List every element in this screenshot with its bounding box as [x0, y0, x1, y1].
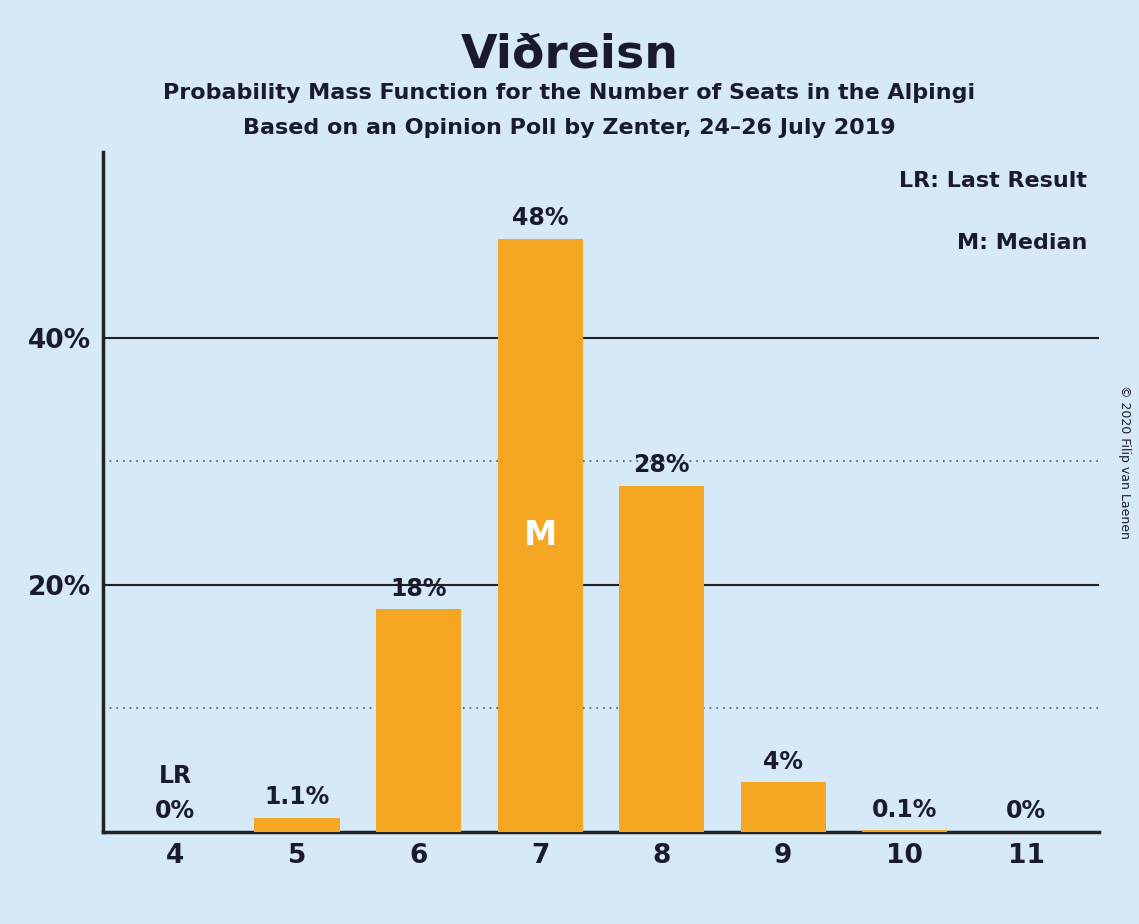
- Text: LR: Last Result: LR: Last Result: [899, 171, 1087, 191]
- Text: Based on an Opinion Poll by Zenter, 24–26 July 2019: Based on an Opinion Poll by Zenter, 24–2…: [244, 118, 895, 139]
- Text: 1.1%: 1.1%: [264, 785, 329, 809]
- Text: 4%: 4%: [763, 749, 803, 773]
- Text: © 2020 Filip van Laenen: © 2020 Filip van Laenen: [1117, 385, 1131, 539]
- Text: 18%: 18%: [391, 577, 446, 601]
- Bar: [254, 818, 339, 832]
- Bar: [740, 783, 826, 832]
- Text: 0%: 0%: [155, 799, 196, 823]
- Text: Viðreisn: Viðreisn: [460, 32, 679, 78]
- Text: 0.1%: 0.1%: [872, 797, 937, 821]
- Bar: [862, 831, 948, 832]
- Bar: [376, 609, 461, 832]
- Text: M: M: [524, 518, 557, 552]
- Text: M: Median: M: Median: [957, 233, 1087, 253]
- Text: 28%: 28%: [633, 453, 690, 477]
- Text: 0%: 0%: [1006, 799, 1047, 823]
- Text: LR: LR: [158, 764, 192, 788]
- Bar: [498, 239, 582, 832]
- Text: Probability Mass Function for the Number of Seats in the Alþingi: Probability Mass Function for the Number…: [163, 83, 976, 103]
- Bar: [620, 486, 704, 832]
- Text: 48%: 48%: [511, 206, 568, 230]
